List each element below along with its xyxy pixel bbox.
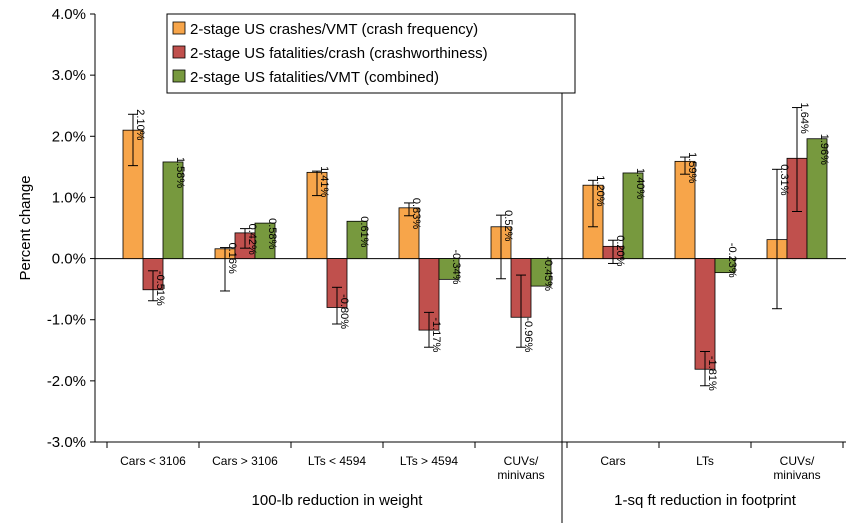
data-label: 1.58%	[174, 157, 186, 188]
legend-label: 2-stage US fatalities/crash (crashworthi…	[190, 45, 488, 62]
bar	[438, 258, 460, 280]
legend-swatch	[172, 69, 186, 83]
category-label: minivans	[497, 468, 544, 482]
group-label: 100-lb reduction in weight	[252, 492, 424, 509]
category-label: CUVs/	[780, 454, 815, 468]
y-tick-label: 2.0%	[52, 128, 86, 145]
legend-label: 2-stage US fatalities/VMT (combined)	[190, 69, 439, 86]
y-tick-label: 0.0%	[52, 251, 86, 268]
legend-swatch	[172, 45, 186, 59]
data-label: -0.96%	[522, 317, 534, 352]
data-label: -0.34%	[450, 250, 462, 285]
y-tick-label: -1.0%	[47, 312, 86, 329]
data-label: 1.40%	[634, 168, 646, 199]
data-label: 1.41%	[318, 166, 330, 197]
data-label: -0.45%	[542, 256, 554, 291]
y-tick-label: 1.0%	[52, 189, 86, 206]
category-label: LTs > 4594	[400, 454, 458, 468]
bar	[254, 222, 276, 259]
data-label: 2.10%	[134, 109, 146, 140]
data-label: -0.80%	[338, 294, 350, 329]
bar	[714, 258, 736, 274]
error-bars	[128, 107, 802, 387]
data-label: -0.51%	[154, 271, 166, 306]
legend: 2-stage US crashes/VMT (crash frequency)…	[166, 13, 576, 94]
bar	[346, 220, 368, 259]
data-label: 1.20%	[594, 175, 606, 206]
legend-label: 2-stage US crashes/VMT (crash frequency)	[190, 21, 478, 38]
y-tick-label: 4.0%	[52, 6, 86, 23]
category-label: LTs < 4594	[308, 454, 366, 468]
category-label: CUVs/	[504, 454, 539, 468]
bar	[530, 258, 552, 287]
bar	[622, 172, 644, 259]
bars	[122, 129, 828, 370]
data-label: 0.16%	[226, 243, 238, 274]
data-label: 0.20%	[614, 235, 626, 266]
data-label: -0.23%	[726, 243, 738, 278]
y-tick-label: -2.0%	[47, 373, 86, 390]
category-label: LTs	[696, 454, 714, 468]
data-label: -1.81%	[706, 356, 718, 391]
data-labels: 2.10% 0.16% 1.41% 0.83% 0.52% 1.20% 1.59% 0.31%…	[134, 103, 830, 391]
y-tick-label: -3.0%	[47, 434, 86, 451]
legend-box	[166, 13, 576, 94]
data-label: 0.83%	[410, 198, 422, 229]
category-label: minivans	[773, 468, 820, 482]
data-label: 0.58%	[266, 218, 278, 249]
bar	[806, 138, 828, 259]
y-tick-label: 3.0%	[52, 67, 86, 84]
data-label: 1.59%	[686, 152, 698, 183]
data-label: 0.31%	[778, 164, 790, 195]
category-label: Cars > 3106	[212, 454, 278, 468]
data-label: 0.42%	[246, 224, 258, 255]
bar	[162, 161, 184, 259]
category-label: Cars < 3106	[120, 454, 186, 468]
category-label: Cars	[600, 454, 625, 468]
legend-swatch	[172, 21, 186, 35]
data-label: -1.17%	[430, 317, 442, 352]
data-label: 0.52%	[502, 210, 514, 241]
axes: -3.0% -2.0% -1.0% 0.0% 1.0% 2.0% 3.0% 4.0% Perce…	[17, 6, 846, 523]
group-label: 1-sq ft reduction in footprint	[614, 492, 797, 509]
y-axis-title: Percent change	[17, 175, 34, 280]
data-label: 1.96%	[818, 134, 830, 165]
data-label: 0.61%	[358, 216, 370, 247]
data-label: 1.64%	[798, 103, 810, 134]
